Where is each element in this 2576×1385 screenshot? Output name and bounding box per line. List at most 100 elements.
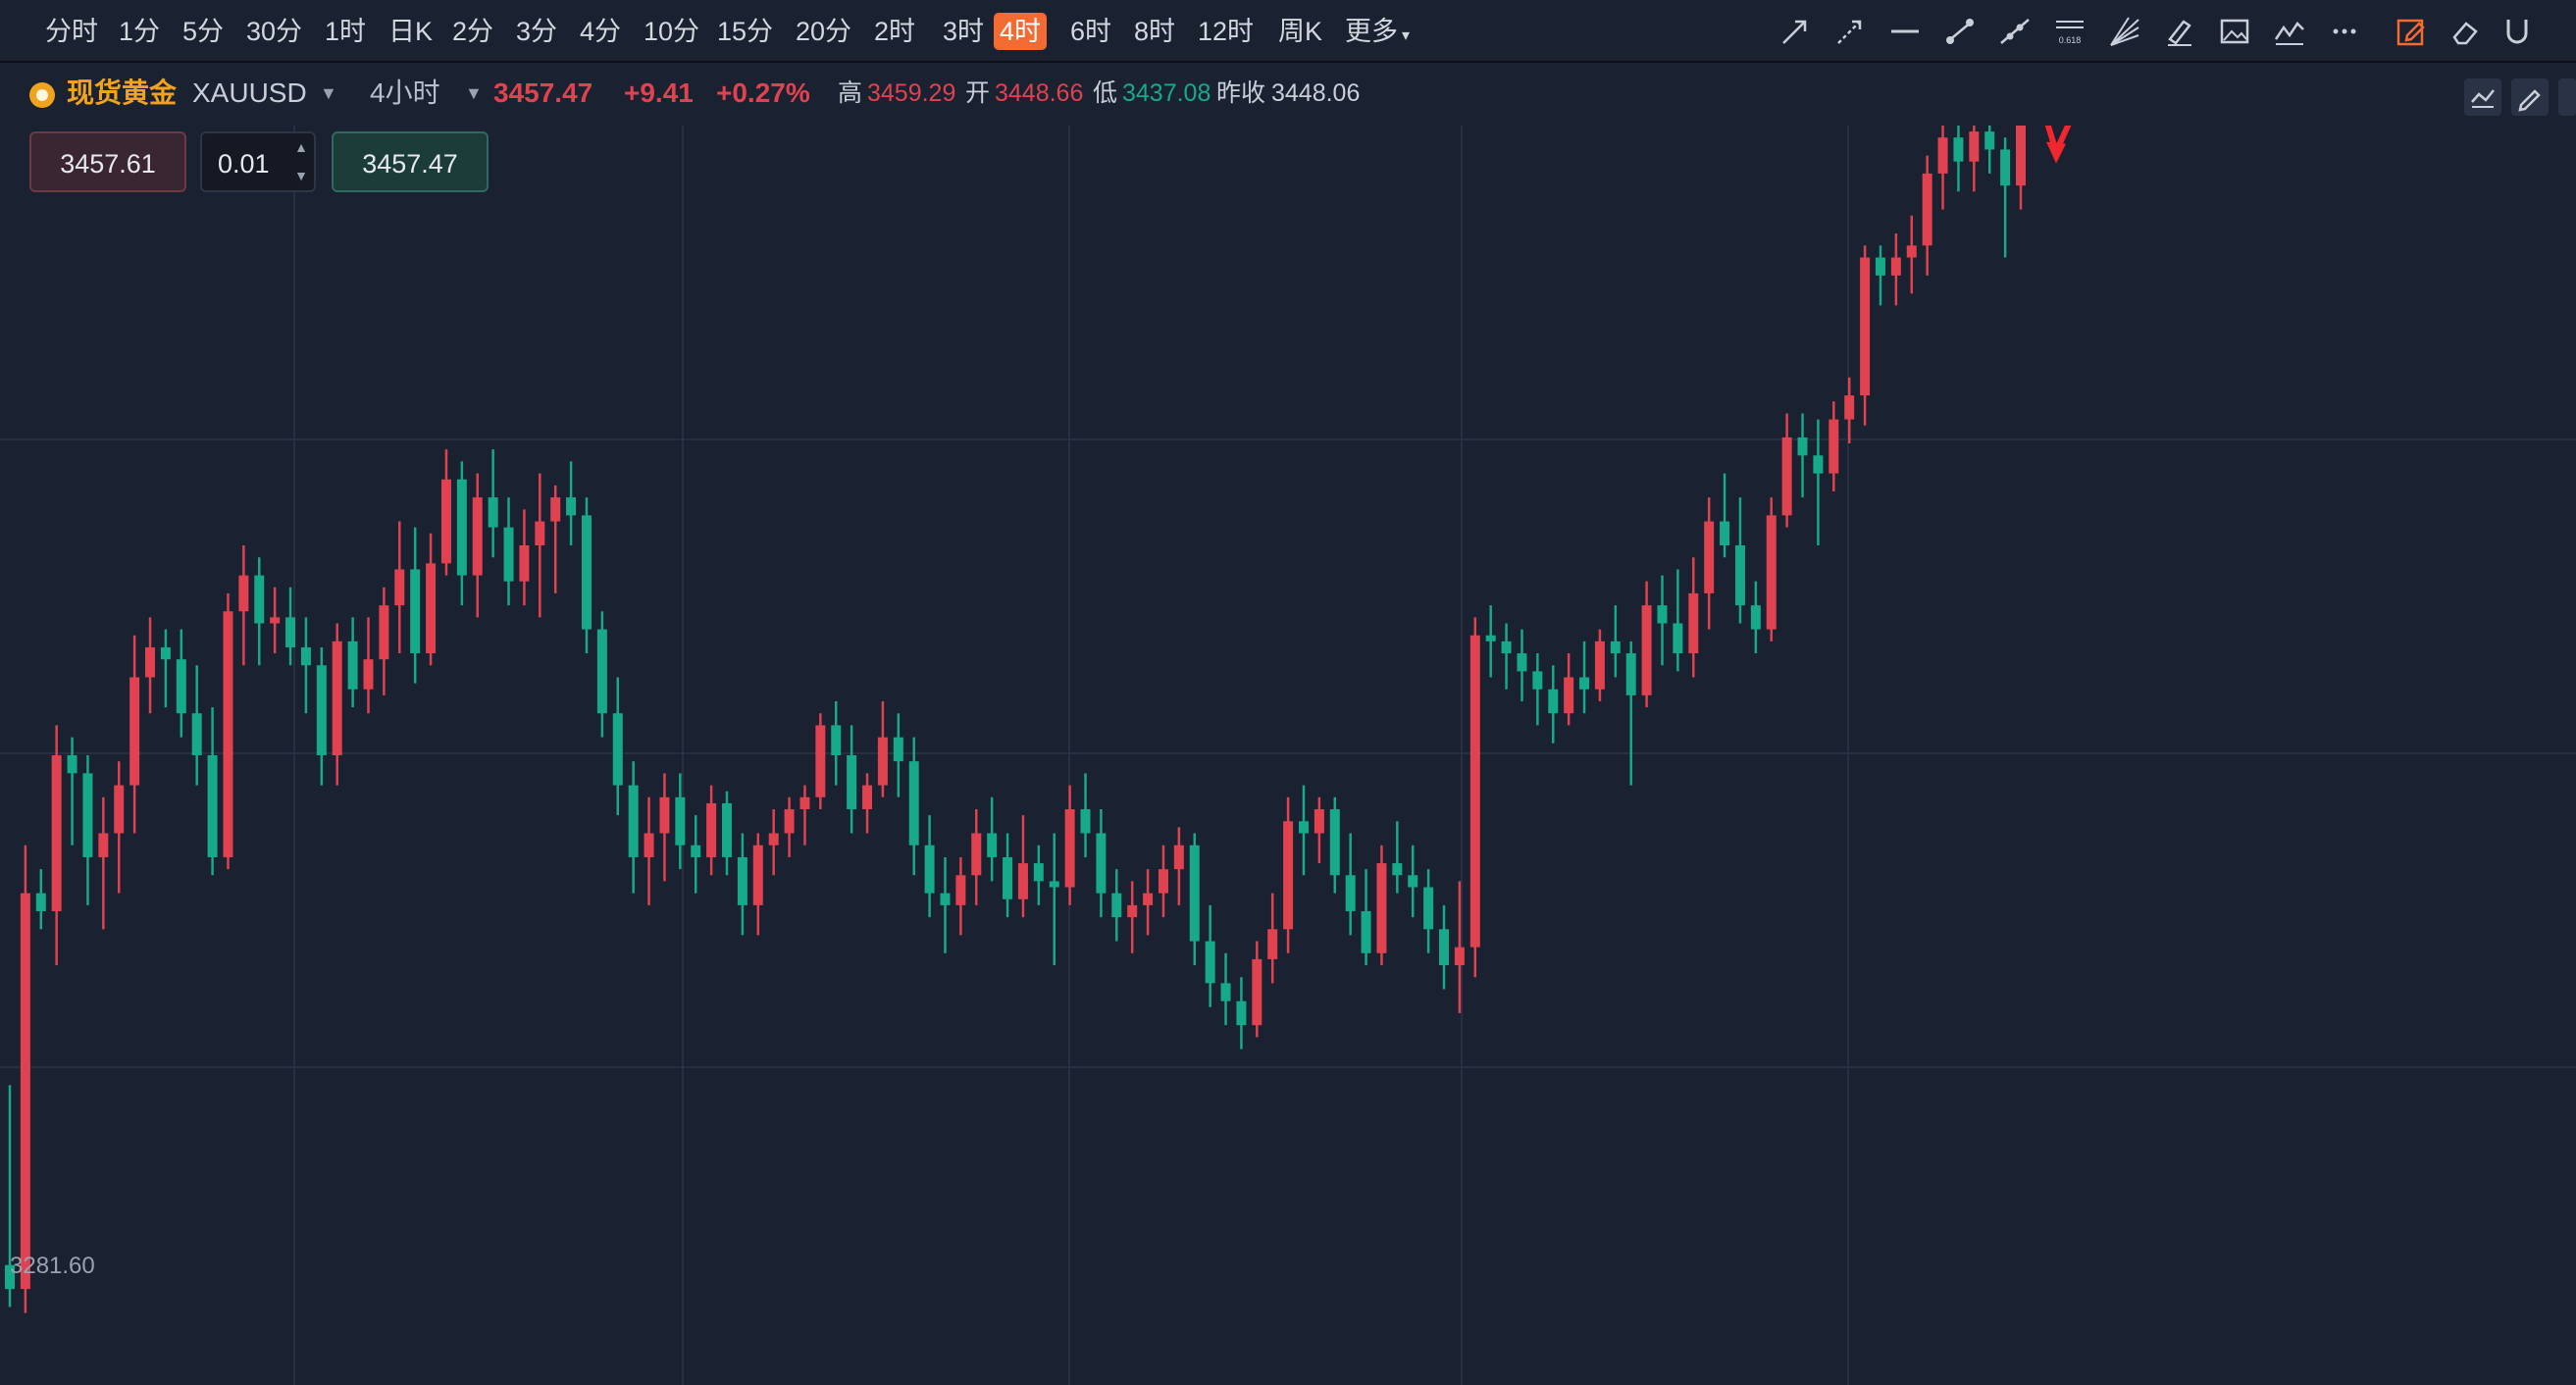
period-dropdown-icon[interactable]: ▼: [465, 83, 483, 103]
candle-body-12: [191, 713, 202, 755]
edit-icon[interactable]: [2394, 14, 2429, 49]
candle-body-88: [1376, 863, 1387, 953]
candle-body-96: [1501, 641, 1512, 654]
candle-body-50: [784, 809, 795, 834]
candle-body-104: [1625, 653, 1636, 695]
candle-body-84: [1314, 809, 1324, 834]
lot-decrease-icon[interactable]: ▼: [294, 168, 308, 183]
candle-body-28: [440, 479, 451, 564]
open-value: 3448.66: [995, 79, 1084, 107]
candle-body-126: [1969, 131, 1980, 162]
candle-body-65: [1017, 863, 1028, 899]
indicator-toggle-icon[interactable]: [2464, 78, 2501, 116]
trend-line-icon[interactable]: [1942, 14, 1978, 49]
candle-body-14: [223, 611, 233, 857]
lot-stepper[interactable]: ▲ ▼: [290, 133, 312, 190]
lot-increase-icon[interactable]: ▲: [294, 139, 308, 155]
high-value: 3459.29: [867, 79, 956, 107]
timeframe-14[interactable]: 4时: [994, 13, 1048, 50]
candle-body-41: [644, 833, 654, 857]
timeframe-16[interactable]: 8时: [1134, 17, 1176, 46]
candle-body-70: [1096, 833, 1107, 894]
brush-icon[interactable]: [2162, 14, 2197, 49]
candle-body-98: [1532, 671, 1543, 690]
candle-body-11: [176, 659, 186, 714]
image-icon[interactable]: [2217, 14, 2252, 49]
timeframe-1[interactable]: 1分: [119, 17, 161, 46]
timeframe-3[interactable]: 30分: [246, 17, 303, 46]
eraser-icon[interactable]: [2447, 14, 2482, 49]
candle-body-72: [1127, 904, 1138, 918]
candle-body-99: [1548, 689, 1559, 714]
zigzag-icon[interactable]: [2272, 14, 2307, 49]
candle-body-23: [363, 659, 374, 690]
candle-body-71: [1111, 893, 1122, 918]
timeframe-11[interactable]: 20分: [796, 17, 852, 46]
timeframe-9[interactable]: 10分: [644, 17, 700, 46]
ray-line-icon[interactable]: [1832, 14, 1868, 49]
candle-body-40: [628, 785, 639, 857]
symbol-dropdown-icon[interactable]: ▼: [320, 83, 337, 103]
timeframe-toolbar: 分时 1分 5分 30分 1时 日K 2分 3分 4分 10分 15分 20分 2时 3时 4时 6时 8时 12…: [0, 0, 2576, 63]
candle-body-106: [1657, 605, 1668, 624]
timeframe-4[interactable]: 1时: [325, 17, 367, 46]
candle-body-76: [1189, 845, 1200, 942]
candle-body-78: [1220, 983, 1231, 1001]
candle-body-36: [566, 497, 577, 516]
candle-body-121: [1890, 257, 1901, 276]
candle-body-3: [51, 755, 62, 911]
candle-body-73: [1143, 893, 1154, 905]
candle-body-129: [2016, 126, 2026, 186]
gann-fan-icon[interactable]: [2107, 14, 2142, 49]
candle-body-122: [1906, 245, 1917, 258]
period-select[interactable]: 4小时: [370, 77, 440, 108]
more-icon[interactable]: [2327, 14, 2362, 49]
horizontal-line-icon[interactable]: [1887, 14, 1923, 49]
candle-body-75: [1173, 845, 1184, 870]
symbol-code[interactable]: XAUUSD: [192, 77, 307, 108]
magnet-icon[interactable]: [2499, 14, 2535, 49]
candle-body-2: [35, 893, 46, 911]
fibonacci-icon[interactable]: 0.618: [2052, 14, 2087, 49]
symbol-name[interactable]: 现货黄金: [67, 77, 178, 108]
timeframe-7[interactable]: 3分: [516, 17, 558, 46]
timeframe-15[interactable]: 6时: [1070, 17, 1112, 46]
candle-body-127: [1984, 131, 1995, 150]
current-price: 3457.47: [493, 77, 593, 108]
buy-price-button[interactable]: 3457.47: [332, 131, 489, 192]
candle-body-48: [752, 845, 763, 905]
candlestick-chart[interactable]: 3459.293281.60: [0, 126, 2576, 1385]
timeframe-19[interactable]: 更多 ▾: [1345, 17, 1411, 46]
timeframe-8[interactable]: 4分: [580, 17, 622, 46]
timeframe-6[interactable]: 2分: [452, 17, 494, 46]
candle-body-60: [940, 893, 951, 905]
extended-line-icon[interactable]: [1997, 14, 2033, 49]
candle-body-62: [971, 833, 982, 876]
timeframe-0[interactable]: 分时: [45, 17, 98, 46]
candle-body-95: [1485, 635, 1496, 641]
candle-body-120: [1875, 257, 1885, 276]
candle-body-52: [815, 725, 826, 797]
candle-body-18: [285, 617, 296, 647]
candle-body-115: [1797, 436, 1808, 456]
timeframe-5[interactable]: 日K: [388, 17, 434, 46]
timeframe-17[interactable]: 12时: [1198, 17, 1255, 46]
candle-body-61: [955, 875, 966, 905]
arrow-line-icon[interactable]: [1777, 14, 1813, 49]
candle-body-119: [1860, 257, 1871, 396]
candle-body-107: [1673, 623, 1683, 654]
timeframe-12[interactable]: 2时: [874, 17, 916, 46]
candle-body-34: [535, 521, 545, 545]
timeframe-2[interactable]: 5分: [182, 17, 225, 46]
fullscreen-icon[interactable]: [2558, 78, 2576, 116]
timeframe-13[interactable]: 3时: [943, 17, 985, 46]
candle-body-102: [1594, 641, 1605, 690]
timeframe-10[interactable]: 15分: [717, 17, 774, 46]
candle-body-77: [1205, 941, 1215, 984]
edit-chart-icon[interactable]: [2511, 78, 2549, 116]
candle-body-93: [1454, 947, 1465, 965]
sell-price-button[interactable]: 3457.61: [29, 131, 186, 192]
timeframe-18[interactable]: 周K: [1278, 17, 1323, 46]
lot-size-input[interactable]: 0.01: [200, 131, 316, 192]
candle-body-37: [581, 515, 592, 630]
